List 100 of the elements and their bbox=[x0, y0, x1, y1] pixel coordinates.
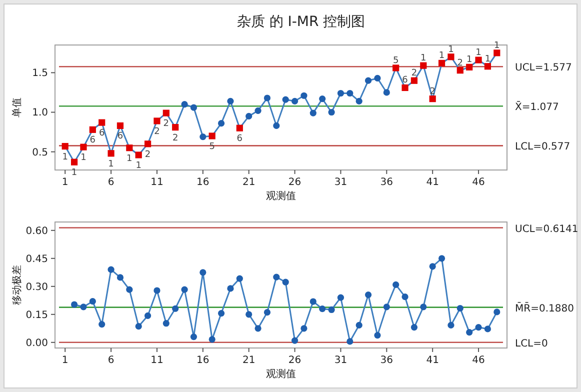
x-tick-label: 46 bbox=[472, 177, 485, 188]
point bbox=[494, 308, 500, 316]
point bbox=[172, 124, 179, 131]
point bbox=[218, 120, 225, 127]
point bbox=[429, 263, 436, 270]
annotation: 2 bbox=[411, 68, 418, 79]
annotation: 5 bbox=[392, 56, 399, 66]
point bbox=[466, 329, 473, 336]
y-tick-label: 0.00 bbox=[26, 338, 48, 349]
point bbox=[181, 286, 188, 293]
point bbox=[108, 150, 114, 157]
ref-line-label: UCL=0.6141 bbox=[515, 224, 578, 235]
point bbox=[254, 325, 262, 332]
annotation: 1 bbox=[136, 160, 142, 171]
point bbox=[264, 94, 271, 102]
point bbox=[484, 326, 492, 332]
point bbox=[494, 50, 500, 56]
point bbox=[456, 67, 464, 74]
x-tick-label: 36 bbox=[380, 177, 394, 188]
point bbox=[254, 107, 262, 114]
annotation: 6 bbox=[90, 136, 96, 146]
point bbox=[475, 324, 482, 331]
point bbox=[402, 294, 408, 300]
annotation: 6 bbox=[402, 76, 408, 86]
annotation: 1 bbox=[71, 168, 78, 178]
annotation: 6 bbox=[236, 134, 243, 144]
point bbox=[448, 54, 454, 60]
point bbox=[246, 311, 252, 318]
annotation: 2 bbox=[163, 119, 170, 130]
y-tick-label: 0.15 bbox=[26, 310, 48, 321]
annotation: 1 bbox=[126, 154, 132, 164]
point bbox=[346, 90, 354, 97]
point bbox=[227, 98, 234, 104]
point bbox=[172, 305, 179, 312]
ref-line-label: LCL=0 bbox=[515, 338, 548, 350]
ref-line-label: M̄R̄=0.1880 bbox=[515, 301, 574, 314]
point bbox=[108, 266, 114, 273]
x-tick-label: 26 bbox=[288, 355, 302, 366]
point bbox=[410, 77, 418, 84]
point bbox=[410, 324, 418, 331]
annotation: 1 bbox=[438, 51, 445, 62]
annotation: 2 bbox=[154, 126, 160, 137]
point bbox=[144, 312, 152, 320]
annotation: 1 bbox=[108, 159, 114, 170]
annotation: 1 bbox=[494, 40, 500, 51]
x-tick-label: 11 bbox=[150, 177, 164, 188]
point bbox=[154, 118, 160, 124]
annotation: 6 bbox=[117, 132, 124, 142]
point bbox=[144, 140, 152, 148]
point bbox=[70, 158, 78, 166]
point bbox=[162, 110, 170, 116]
y-tick-label: 0.45 bbox=[26, 254, 48, 265]
point bbox=[466, 64, 473, 70]
point bbox=[429, 96, 436, 102]
annotation: 2 bbox=[172, 133, 178, 144]
point bbox=[383, 304, 390, 310]
point bbox=[438, 255, 446, 262]
x-tick-label: 1 bbox=[62, 177, 68, 188]
annotation: 6 bbox=[98, 128, 105, 139]
point bbox=[273, 122, 280, 129]
point bbox=[135, 323, 142, 330]
point bbox=[392, 281, 400, 288]
point bbox=[484, 63, 492, 70]
point bbox=[475, 56, 482, 64]
x-axis-title: 观测值 bbox=[266, 368, 296, 380]
point bbox=[337, 90, 344, 97]
point bbox=[356, 98, 362, 104]
point bbox=[190, 104, 198, 111]
ref-line-label: LCL=0.577 bbox=[515, 142, 570, 153]
point bbox=[236, 124, 243, 132]
point bbox=[346, 338, 354, 345]
x-tick-label: 16 bbox=[196, 355, 210, 366]
point bbox=[135, 152, 142, 158]
x-tick-label: 6 bbox=[108, 355, 114, 366]
x-tick-label: 11 bbox=[150, 355, 164, 366]
point bbox=[328, 306, 335, 314]
point bbox=[364, 292, 372, 298]
y-tick-label: 1.5 bbox=[32, 68, 48, 80]
point bbox=[98, 320, 106, 328]
point bbox=[456, 304, 464, 312]
x-tick-label: 16 bbox=[196, 177, 210, 188]
point bbox=[300, 92, 308, 99]
x-tick-label: 31 bbox=[334, 177, 348, 188]
x-axis-title: 观测值 bbox=[266, 190, 296, 202]
x-tick-label: 41 bbox=[426, 355, 439, 366]
point bbox=[200, 269, 206, 276]
point bbox=[310, 110, 316, 116]
point bbox=[208, 132, 216, 140]
point bbox=[227, 285, 234, 292]
x-tick-label: 21 bbox=[242, 177, 256, 188]
y-axis-title: 单值 bbox=[11, 98, 23, 118]
point bbox=[162, 320, 170, 327]
chart-title: 杂质 的 I-MR 控制图 bbox=[236, 14, 366, 30]
point bbox=[291, 337, 298, 344]
x-tick-label: 36 bbox=[380, 355, 394, 366]
annotation: 1 bbox=[80, 153, 86, 164]
ref-line-label: X̄=1.077 bbox=[515, 100, 559, 114]
annotation: 1 bbox=[420, 54, 426, 64]
point bbox=[328, 108, 335, 116]
point bbox=[392, 64, 400, 72]
